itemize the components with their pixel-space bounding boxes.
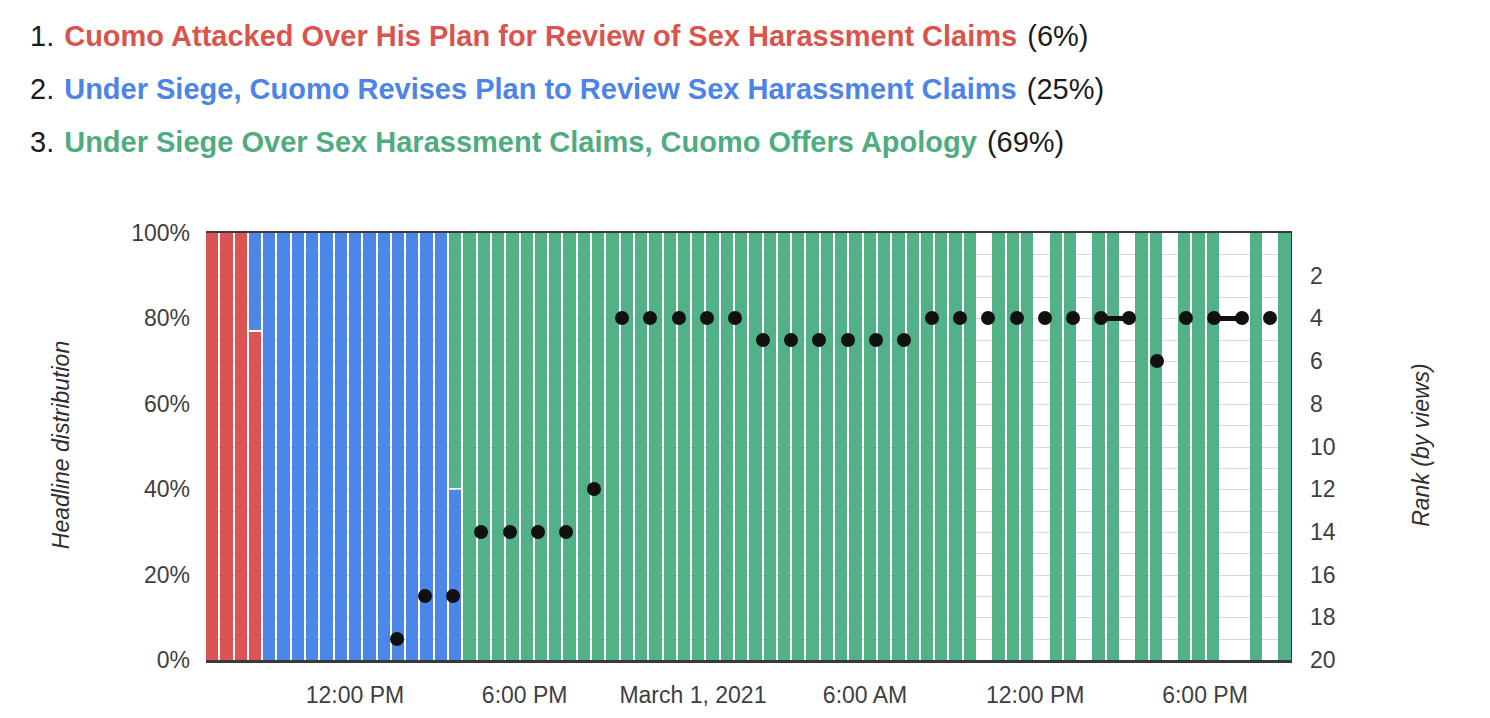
- rank-dot: [390, 632, 404, 646]
- y-left-tick-label: 20%: [120, 562, 190, 588]
- y-axis-right-title: Rank (by views): [1408, 235, 1434, 655]
- y-right-tick-label: 16: [1310, 562, 1336, 588]
- rank-dot: [756, 333, 770, 347]
- x-axis-tick-label: 6:00 PM: [482, 682, 568, 708]
- headline-rank-number: 2.: [30, 73, 54, 106]
- y-right-tick-label: 6: [1310, 348, 1323, 374]
- y-left-tick-label: 40%: [120, 476, 190, 502]
- y-left-tick-label: 0%: [120, 647, 190, 673]
- y-right-tick-label: 10: [1310, 434, 1336, 460]
- y-right-tick-label: 18: [1310, 604, 1336, 630]
- rank-dot: [784, 333, 798, 347]
- rank-dot: [1235, 311, 1249, 325]
- headline-item-1: 1. Cuomo Attacked Over His Plan for Revi…: [30, 20, 1104, 73]
- y-left-tick-label: 100%: [120, 220, 190, 246]
- y-left-tick-label: 80%: [120, 305, 190, 331]
- headline-share-pct: (69%): [987, 126, 1064, 159]
- headline-item-3: 3. Under Siege Over Sex Harassment Claim…: [30, 126, 1104, 179]
- headline-rank-number: 1.: [30, 20, 54, 53]
- headline-test-visualization: 1. Cuomo Attacked Over His Plan for Revi…: [0, 0, 1490, 718]
- rank-dot: [728, 311, 742, 325]
- rank-dot: [503, 525, 517, 539]
- y-right-tick-label: 4: [1310, 305, 1323, 331]
- rank-dot: [1066, 311, 1080, 325]
- y-right-tick-label: 14: [1310, 519, 1336, 545]
- x-axis-tick-label: 6:00 AM: [823, 682, 907, 708]
- y-right-tick-label: 2: [1310, 263, 1323, 289]
- rank-dot: [1263, 311, 1277, 325]
- rank-dot: [925, 311, 939, 325]
- rank-dot: [812, 333, 826, 347]
- rank-dot: [531, 525, 545, 539]
- rank-dot: [672, 311, 686, 325]
- rank-dot: [1094, 311, 1108, 325]
- rank-dot: [700, 311, 714, 325]
- headline-rank-number: 3.: [30, 126, 54, 159]
- rank-dot: [1122, 311, 1136, 325]
- rank-dot: [1179, 311, 1193, 325]
- rank-dots-layer: [206, 233, 1290, 660]
- rank-dot: [643, 311, 657, 325]
- rank-dot: [981, 311, 995, 325]
- y-axis-left-title: Headline distribution: [48, 235, 74, 655]
- rank-dot: [841, 333, 855, 347]
- y-right-tick-label: 20: [1310, 647, 1336, 673]
- headline-list: 1. Cuomo Attacked Over His Plan for Revi…: [30, 20, 1104, 179]
- rank-dot: [869, 333, 883, 347]
- headline-text: Under Siege, Cuomo Revises Plan to Revie…: [64, 73, 1017, 106]
- x-axis-tick-label: 12:00 PM: [986, 682, 1084, 708]
- headline-share-pct: (6%): [1027, 20, 1088, 53]
- rank-dot: [1150, 354, 1164, 368]
- rank-dot: [418, 589, 432, 603]
- rank-dot: [615, 311, 629, 325]
- rank-dot: [1207, 311, 1221, 325]
- rank-dot: [1010, 311, 1024, 325]
- x-axis-tick-label: 12:00 PM: [306, 682, 404, 708]
- headline-share-pct: (25%): [1027, 73, 1104, 106]
- rank-dot: [474, 525, 488, 539]
- rank-dot: [897, 333, 911, 347]
- rank-dot: [559, 525, 573, 539]
- rank-dot: [953, 311, 967, 325]
- headline-text: Cuomo Attacked Over His Plan for Review …: [64, 20, 1017, 53]
- rank-dot: [587, 482, 601, 496]
- rank-dot: [1038, 311, 1052, 325]
- plot-area: [206, 231, 1292, 663]
- y-left-tick-label: 60%: [120, 391, 190, 417]
- headline-item-2: 2. Under Siege, Cuomo Revises Plan to Re…: [30, 73, 1104, 126]
- x-axis-tick-label: 6:00 PM: [1162, 682, 1248, 708]
- headline-text: Under Siege Over Sex Harassment Claims, …: [64, 126, 977, 159]
- y-right-tick-label: 12: [1310, 476, 1336, 502]
- rank-dot: [446, 589, 460, 603]
- y-right-tick-label: 8: [1310, 391, 1323, 417]
- x-axis-tick-label: March 1, 2021: [619, 682, 766, 708]
